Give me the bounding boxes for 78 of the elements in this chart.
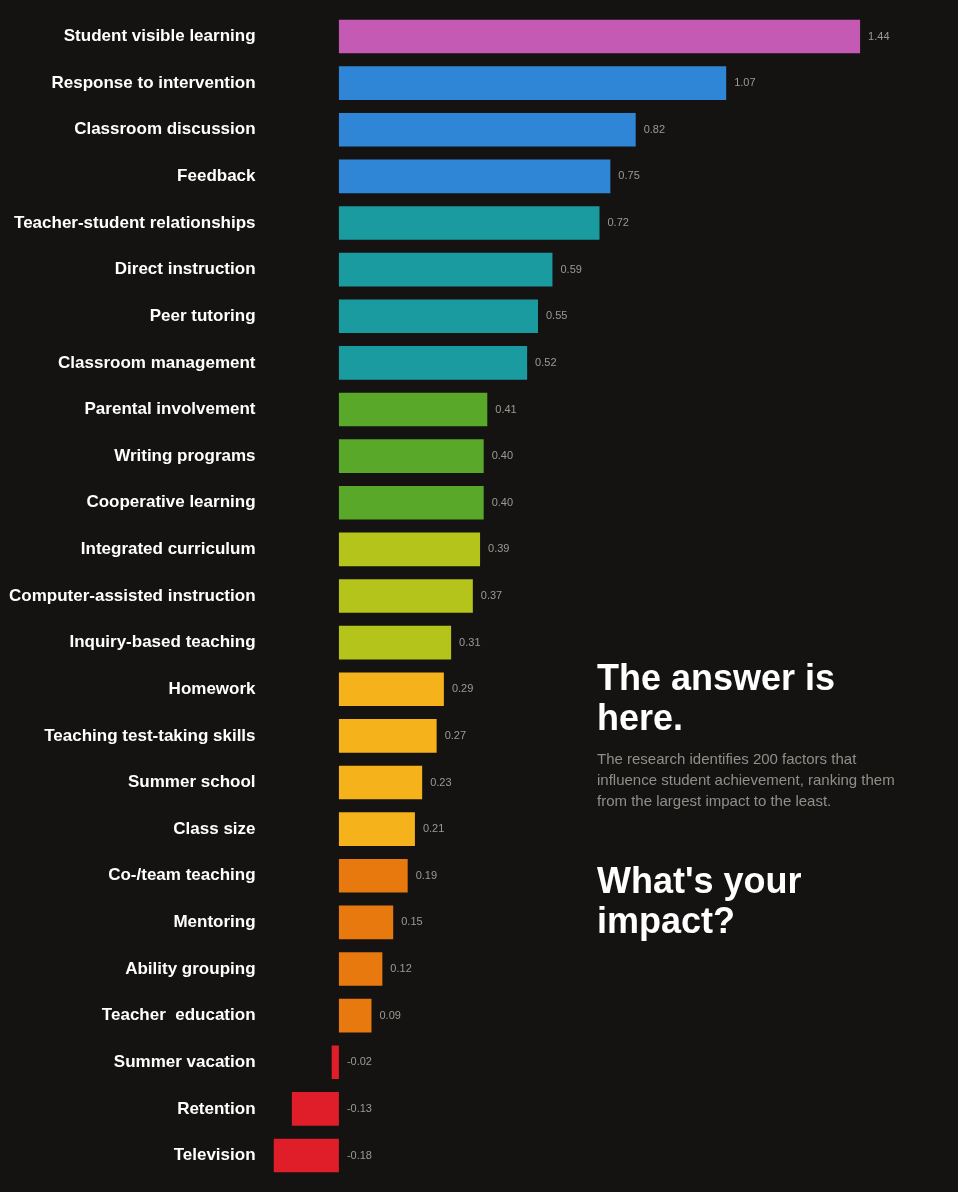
y-tick-label: Response to intervention bbox=[51, 72, 256, 92]
data-label: -0.18 bbox=[346, 1148, 372, 1161]
bar bbox=[338, 765, 423, 800]
bar bbox=[338, 812, 415, 846]
data-label: 1.44 bbox=[868, 29, 890, 42]
bar bbox=[338, 998, 372, 1033]
data-label: 0.12 bbox=[390, 962, 412, 975]
bar bbox=[338, 952, 383, 986]
y-tick-label: Inquiry-based teaching bbox=[69, 632, 256, 652]
bar bbox=[291, 1092, 339, 1126]
data-label: 0.29 bbox=[451, 682, 474, 695]
y-tick-label: Co-/team teaching bbox=[108, 865, 256, 885]
y-tick-label: Classroom management bbox=[58, 352, 256, 372]
data-label: 0.09 bbox=[379, 1008, 401, 1021]
data-label: 0.55 bbox=[545, 309, 568, 322]
y-tick-label: Student visible learning bbox=[63, 26, 256, 46]
bar bbox=[338, 719, 437, 753]
y-tick-label: Peer tutoring bbox=[149, 305, 256, 325]
data-label: 0.39 bbox=[488, 542, 510, 555]
bar bbox=[338, 532, 481, 567]
bar bbox=[338, 346, 528, 380]
bar bbox=[338, 672, 444, 707]
data-label: 0.19 bbox=[415, 868, 438, 881]
y-tick-label: Television bbox=[173, 1145, 256, 1165]
data-label: 0.31 bbox=[459, 635, 481, 648]
y-tick-label: Teaching test-taking skills bbox=[44, 725, 256, 745]
bar bbox=[338, 485, 484, 520]
y-tick-label: Teacher-student relationships bbox=[14, 212, 256, 232]
bar bbox=[338, 19, 861, 54]
y-tick-label: Ability grouping bbox=[125, 958, 256, 978]
bar bbox=[338, 392, 488, 427]
data-label: 0.21 bbox=[422, 822, 445, 835]
bar bbox=[331, 1045, 339, 1080]
y-tick-label: Writing programs bbox=[114, 445, 256, 465]
data-label: 0.41 bbox=[495, 402, 517, 415]
data-label: 0.23 bbox=[430, 775, 452, 788]
bar bbox=[338, 905, 394, 940]
y-tick-label: Homework bbox=[168, 678, 257, 698]
bar bbox=[338, 206, 600, 240]
y-tick-label: Class size bbox=[173, 818, 256, 838]
data-label: 0.15 bbox=[401, 915, 423, 928]
y-tick-label: Retention bbox=[177, 1098, 256, 1118]
annotation: The answer is here. bbox=[597, 657, 837, 738]
data-label: 0.52 bbox=[535, 355, 557, 368]
data-label: 0.40 bbox=[491, 495, 514, 508]
bar bbox=[338, 112, 636, 147]
data-label: 0.37 bbox=[480, 589, 503, 602]
y-tick-label: Mentoring bbox=[173, 912, 256, 932]
data-label: 1.07 bbox=[734, 76, 756, 89]
y-tick-label: Integrated curriculum bbox=[80, 539, 256, 559]
y-tick-label: Direct instruction bbox=[114, 259, 256, 279]
data-label: 0.72 bbox=[607, 216, 629, 229]
annotation: What's your impact? bbox=[597, 860, 803, 941]
bar bbox=[338, 66, 727, 100]
bar bbox=[338, 625, 452, 660]
data-label: 0.59 bbox=[560, 262, 582, 275]
data-label: 0.82 bbox=[643, 122, 666, 135]
bar bbox=[338, 252, 553, 287]
y-tick-label: Summer vacation bbox=[113, 1051, 256, 1071]
bar bbox=[338, 299, 538, 334]
annotation: The research identifies 200 factors that influence student achievement, ranking them from the largest impact to the least. bbox=[597, 749, 896, 811]
y-tick-label: Computer-assisted instruction bbox=[8, 585, 256, 605]
y-tick-label: Classroom discussion bbox=[74, 119, 256, 139]
y-tick-label: Cooperative learning bbox=[86, 492, 256, 512]
bar bbox=[273, 1138, 339, 1173]
y-tick-label: Summer school bbox=[127, 772, 256, 792]
bar bbox=[338, 159, 611, 194]
y-tick-label: Parental involvement bbox=[84, 399, 256, 419]
bar bbox=[338, 858, 408, 893]
y-tick-label: Feedback bbox=[177, 166, 257, 186]
data-label: 0.75 bbox=[618, 169, 640, 182]
data-label: -0.13 bbox=[346, 1101, 372, 1114]
data-label: 0.40 bbox=[491, 449, 514, 462]
bar bbox=[338, 579, 473, 613]
bar bbox=[338, 439, 484, 473]
data-label: -0.02 bbox=[346, 1055, 372, 1068]
y-tick-label: Teacher education bbox=[101, 1005, 256, 1025]
data-label: 0.27 bbox=[444, 728, 467, 741]
